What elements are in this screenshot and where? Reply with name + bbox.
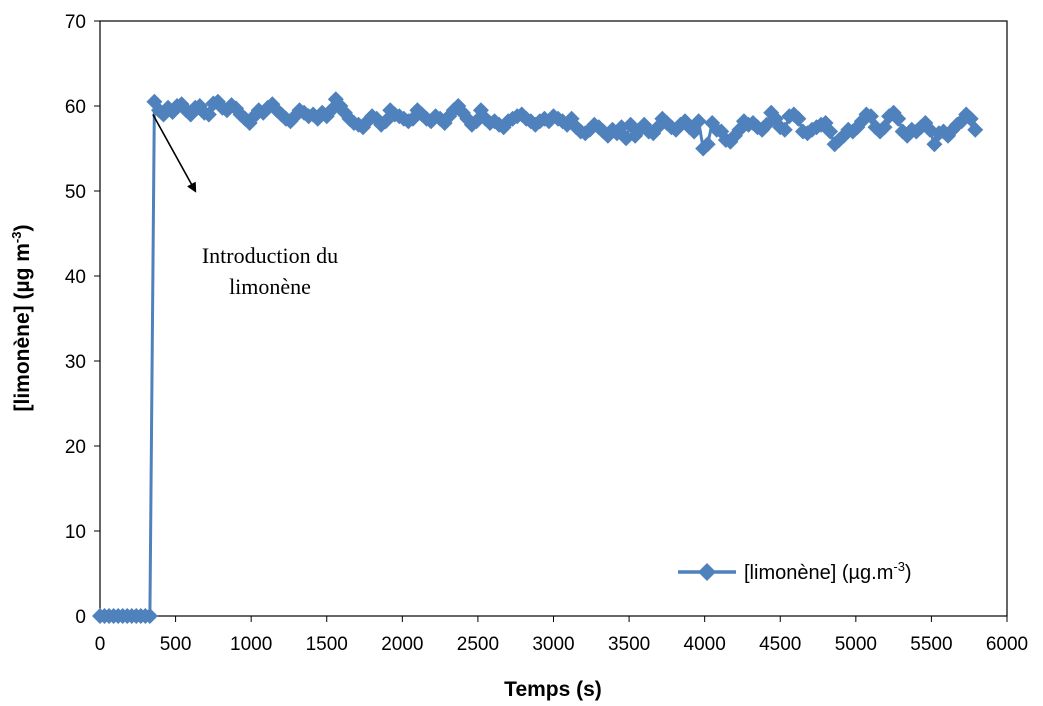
x-tick-label: 5500 [910, 634, 952, 655]
data-point [141, 608, 158, 624]
y-axis-title: [limonène] (µg m-3) [9, 225, 34, 412]
x-axis: 0 500 1000 1500 2000 2500 3000 3500 4000 4500 5000… [95, 616, 1028, 655]
data-point [690, 113, 707, 130]
y-tick-label: 30 [65, 352, 86, 373]
data-point [967, 121, 984, 138]
x-tick-label: 500 [160, 634, 192, 655]
annotation-line2: limonène [229, 274, 311, 299]
y-tick-label: 70 [65, 12, 86, 33]
legend-label-sup: -3 [893, 559, 905, 574]
y-tick-label: 10 [65, 522, 86, 543]
x-tick-label: 4000 [684, 634, 726, 655]
x-tick-label: 2500 [457, 634, 499, 655]
y-axis-title-close: ) [11, 225, 34, 232]
y-tick-label: 60 [65, 97, 86, 118]
legend-label-close: ) [905, 562, 912, 584]
x-tick-label: 4500 [759, 634, 801, 655]
legend-marker [698, 563, 716, 581]
legend-label: [limonène] (µg.m-3) [744, 559, 912, 584]
x-axis-title: Temps (s) [504, 678, 602, 701]
annotation: Introduction du limonène [152, 114, 338, 299]
data-point [890, 110, 907, 127]
x-tick-label: 2000 [381, 634, 423, 655]
x-tick-label: 1500 [306, 634, 348, 655]
y-axis-title-main: [limonène] (µg m [11, 243, 34, 411]
y-tick-label: 20 [65, 437, 86, 458]
y-tick-label: 50 [65, 182, 86, 203]
data-point [790, 110, 807, 127]
x-tick-label: 1000 [230, 634, 272, 655]
x-tick-label: 3000 [532, 634, 574, 655]
x-tick-label: 6000 [986, 634, 1028, 655]
legend: [limonène] (µg.m-3) [678, 559, 912, 584]
annotation-arrow [152, 114, 197, 193]
data-point [822, 123, 839, 140]
y-tick-label: 40 [65, 267, 86, 288]
y-tick-label: 0 [75, 607, 86, 628]
data-point [699, 136, 716, 153]
legend-label-main: [limonène] (µg.m [744, 562, 893, 584]
x-tick-label: 3500 [608, 634, 650, 655]
x-tick-label: 5000 [835, 634, 877, 655]
x-tick-label: 0 [95, 634, 106, 655]
y-axis-title-sup: -3 [9, 232, 24, 244]
data-point [776, 121, 793, 138]
y-axis: 0 10 20 30 40 50 60 70 [65, 12, 100, 628]
data-series [92, 91, 984, 624]
annotation-line1: Introduction du [202, 243, 338, 268]
